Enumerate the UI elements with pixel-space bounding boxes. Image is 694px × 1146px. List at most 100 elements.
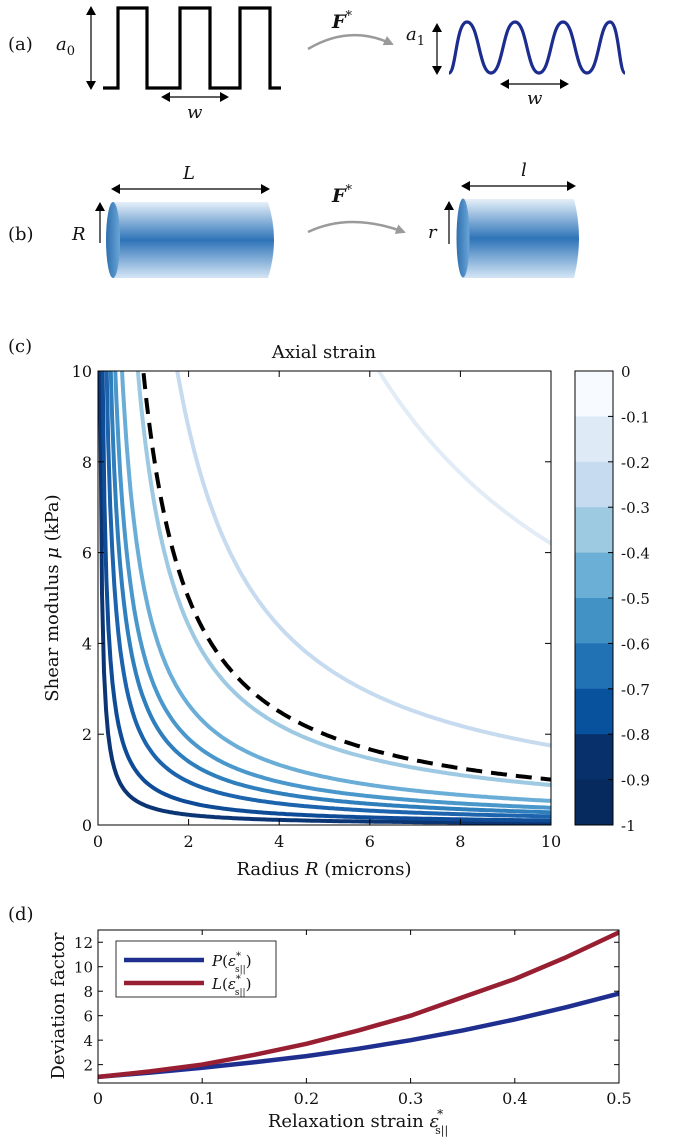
d-ytick-label: 12: [74, 934, 93, 952]
colorbar-tick-label: -0.9: [621, 772, 650, 790]
contour-level-6: [120, 371, 551, 803]
colorbar-band: [575, 552, 613, 599]
chart-d-ylabel: Deviation factor: [48, 932, 69, 1079]
colorbar-band: [575, 416, 613, 463]
width-label-before: w: [187, 102, 203, 123]
d-ytick-label: 4: [83, 1032, 93, 1050]
height-arrow-before: [86, 6, 96, 90]
legend-label-l: L(ε* s||): [211, 974, 251, 998]
d-xtick-label: 0.2: [294, 1089, 319, 1108]
chart-c-ylabel: Shear modulus μ (kPa): [42, 494, 63, 701]
colorbar-band: [575, 461, 613, 508]
colorbar-tick-label: -0.3: [621, 499, 650, 517]
d-xtick-label: 0.1: [189, 1089, 214, 1108]
d-xtick-label: 0: [93, 1089, 103, 1108]
d-ytick-label: 2: [83, 1057, 93, 1075]
d-xtick-label: 0.5: [606, 1089, 631, 1108]
panel-c: (c) Axial strain 0 2 4 6 8 10 0 2 4 6 8 10 Radius R…: [8, 336, 650, 880]
radius-before-label: R: [71, 224, 86, 245]
dashed-contour: [141, 371, 551, 782]
length-arrow-before: [111, 184, 270, 194]
colorbar-tick-label: -1: [621, 817, 636, 835]
colorbar-band: [575, 598, 613, 644]
radius-after-label: r: [428, 222, 438, 243]
length-before-label: L: [182, 163, 195, 184]
c-ytick-label: 10: [72, 362, 92, 381]
line-series: [98, 930, 619, 1080]
c-ytick-label: 6: [82, 544, 92, 563]
contour-level-9: [376, 371, 551, 546]
map-label-b: F*: [331, 183, 353, 207]
d-xtick-label: 0.3: [398, 1089, 423, 1108]
panel-d-label: (d): [8, 904, 34, 925]
colorbar-tick-label: -0.1: [621, 408, 650, 426]
map-label-a: F*: [331, 9, 353, 33]
colorbar-band: [575, 779, 613, 826]
c-xtick-label: 8: [455, 832, 465, 851]
plot-c-frame: [97, 370, 552, 826]
d-xtick-label: 0.4: [502, 1089, 527, 1108]
axes-c-ticks: 0 2 4 6 8 10 0 2 4 6 8 10: [72, 362, 562, 851]
panel-b-label: (b): [8, 224, 34, 245]
radius-arrow-before: [95, 202, 105, 243]
d-ytick-label: 6: [83, 1008, 93, 1026]
legend-label-p: P(ε* s||): [211, 951, 252, 975]
contour-level-7: [135, 371, 551, 787]
c-xtick-label: 4: [274, 832, 284, 851]
panel-a-label: (a): [8, 34, 33, 55]
plot-d-frame: [97, 929, 620, 1084]
colorbar-tick-label: -0.6: [621, 635, 650, 653]
length-after-label: l: [521, 160, 527, 181]
colorbar-tick-label: -0.8: [621, 726, 650, 744]
contour-level-5: [113, 371, 551, 810]
d-ytick-label: 10: [74, 959, 93, 977]
c-ytick-label: 0: [82, 816, 92, 835]
smooth-wave: [447, 20, 627, 75]
colorbar-tick-label: -0.2: [621, 454, 650, 472]
square-wave: [103, 6, 281, 90]
c-xtick-label: 2: [184, 832, 194, 851]
radius-arrow-after: [444, 201, 454, 244]
width-arrow-after: [500, 79, 569, 89]
panel-d: (d) 0 0.1 0.2 0.3 0.4 0.5 2 4 6 8 10 12 Deviation f…: [8, 904, 632, 1138]
d-ytick-label: 8: [83, 983, 93, 1001]
width-arrow: [161, 92, 229, 102]
colorbar-band: [575, 643, 613, 690]
height-arrow-after: [432, 23, 442, 75]
chart-d-xlabel: Relaxation strain ε* s||: [268, 1107, 448, 1138]
map-arrow-a: [307, 33, 394, 51]
legend: P(ε* s||) L(ε* s||): [115, 940, 277, 998]
panel-b: (b) L R F* l r: [8, 160, 579, 278]
map-arrow-b: [307, 220, 406, 234]
contour-lines: [98, 371, 551, 825]
c-xtick-label: 10: [541, 832, 561, 851]
c-ytick-label: 8: [82, 453, 92, 472]
cylinder-after: [456, 198, 579, 278]
height-after-label: a1: [406, 24, 425, 49]
colorbar-tick-label: -0.7: [621, 681, 650, 699]
panel-a: (a) a0 w F* a1: [8, 6, 627, 123]
chart-c-title: Axial strain: [271, 342, 377, 363]
c-xtick-label: 6: [365, 832, 375, 851]
width-label-after: w: [527, 88, 543, 109]
colorbar: 0 -0.1 -0.2 -0.3 -0.4 -0.5 -0.6 -0.7 -0.8 -0.9 -1: [574, 363, 650, 835]
c-ytick-label: 4: [82, 634, 92, 653]
colorbar-tick-label: -0.5: [621, 590, 650, 608]
legend-box: [115, 940, 277, 998]
contour-level-2: [100, 371, 551, 823]
colorbar-band: [575, 734, 613, 781]
colorbar-tick-label: 0: [621, 363, 631, 381]
colorbar-band: [575, 507, 613, 554]
length-arrow-after: [461, 181, 576, 191]
c-ytick-label: 2: [82, 725, 92, 744]
height-before-label: a0: [56, 34, 75, 59]
colorbar-tick-label: -0.4: [621, 545, 650, 563]
series-line-l: [98, 930, 619, 1080]
panel-c-label: (c): [8, 336, 32, 357]
chart-c-xlabel: Radius R (microns): [236, 859, 411, 880]
colorbar-band: [575, 688, 613, 735]
c-xtick-label: 0: [93, 832, 103, 851]
contour-level-4: [108, 371, 551, 815]
colorbar-band: [575, 371, 613, 417]
